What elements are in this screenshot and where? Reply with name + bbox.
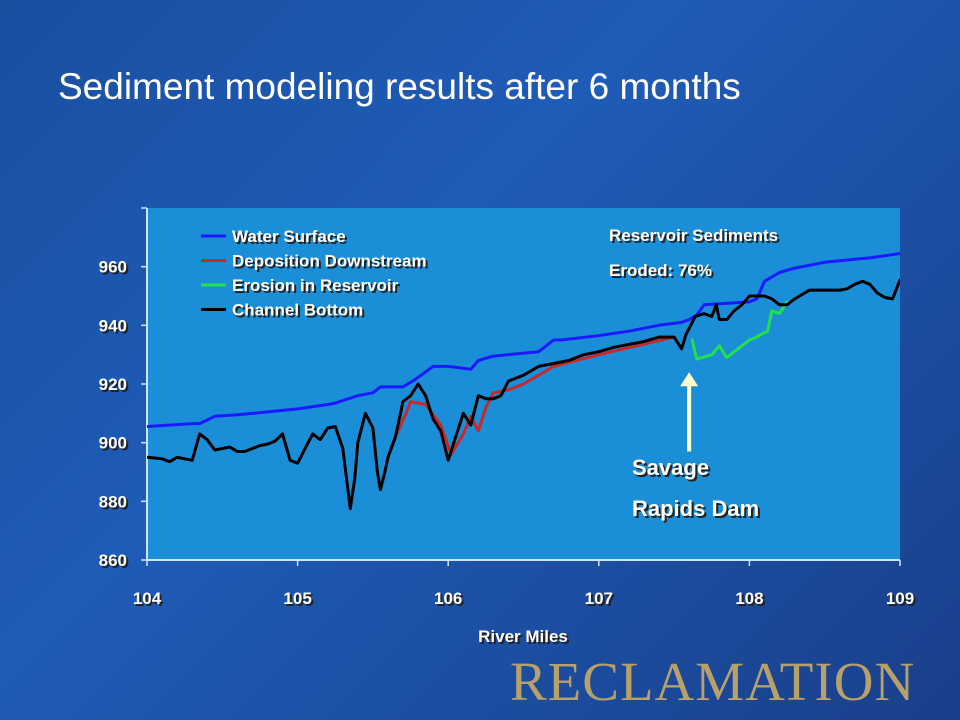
- y-tick-label: 920: [99, 375, 127, 394]
- reservoir-note-line2-shadow: Eroded: 76%: [611, 263, 714, 282]
- dam-arrow-head: [680, 372, 699, 387]
- reservoir-note-line1-shadow: Reservoir Sediments: [611, 228, 780, 247]
- y-tick-label-shadow: 860: [101, 553, 129, 572]
- x-tick-label-shadow: 108: [737, 591, 765, 610]
- legend-label-deposition-downstream: Deposition Downstream: [232, 252, 427, 271]
- dam-label-line2: Rapids Dam: [632, 496, 759, 521]
- x-tick-label: 108: [735, 589, 763, 608]
- y-tick-label-shadow: 960: [101, 260, 129, 279]
- legend-label-erosion-in-reservoir-shadow: Erosion in Reservoir: [234, 278, 401, 297]
- x-tick-label-shadow: 105: [285, 591, 313, 610]
- x-tick-label-shadow: 109: [888, 591, 916, 610]
- y-tick-label: 900: [99, 434, 127, 453]
- x-tick-label-shadow: 104: [135, 591, 164, 610]
- dam-label-line2-shadow: Rapids Dam: [634, 498, 761, 523]
- legend-label-water-surface: Water Surface: [232, 227, 346, 246]
- x-tick-label: 109: [886, 589, 914, 608]
- series-line-deposition-downstream: [389, 335, 676, 456]
- x-tick-label: 106: [434, 589, 462, 608]
- legend-label-deposition-downstream-shadow: Deposition Downstream: [234, 254, 429, 273]
- y-tick-label-shadow: 880: [101, 494, 129, 513]
- y-tick-label: 940: [99, 316, 127, 335]
- series-line-erosion-in-reservoir: [690, 300, 789, 361]
- reservoir-note-line2: Eroded: 76%: [609, 261, 712, 280]
- x-tick-label: 105: [283, 589, 311, 608]
- y-tick-label: 860: [99, 551, 127, 570]
- x-tick-label: 107: [585, 589, 613, 608]
- series-line-channel-bottom: [147, 278, 900, 511]
- y-tick-label-shadow: 920: [101, 377, 129, 396]
- legend-label-water-surface-shadow: Water Surface: [234, 229, 348, 248]
- slide-title: Sediment modeling results after 6 months: [58, 66, 741, 107]
- y-tick-label: 960: [99, 258, 127, 277]
- dam-label-line1-shadow: Savage: [634, 457, 711, 482]
- legend-label-channel-bottom: Channel Bottom: [232, 301, 363, 320]
- x-tick-label-shadow: 107: [587, 591, 615, 610]
- y-tick-label-shadow: 940: [101, 318, 129, 337]
- series-line-water-surface: [147, 252, 900, 428]
- reclamation-logo: RECLAMATION: [510, 651, 916, 712]
- x-tick-label: 104: [133, 589, 162, 608]
- legend-label-channel-bottom-shadow: Channel Bottom: [234, 303, 365, 322]
- x-tick-label-shadow: 106: [436, 591, 464, 610]
- x-axis-label-shadow: River Miles: [480, 629, 570, 648]
- legend-label-erosion-in-reservoir: Erosion in Reservoir: [232, 276, 399, 295]
- y-tick-label-shadow: 900: [101, 436, 129, 455]
- x-axis-label: River Miles: [478, 627, 568, 646]
- dam-label-line1: Savage: [632, 455, 709, 480]
- y-tick-label: 880: [99, 492, 127, 511]
- reservoir-note-line1: Reservoir Sediments: [609, 226, 778, 245]
